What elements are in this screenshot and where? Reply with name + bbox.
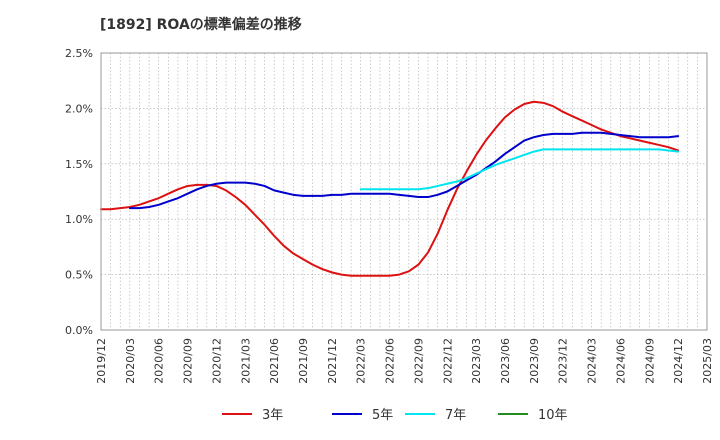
x-tick-label: 2025/03: [701, 338, 714, 384]
chart-title: [1892] ROAの標準偏差の推移: [100, 17, 302, 33]
x-tick-label: 2022/12: [441, 338, 454, 384]
x-tick-label: 2024/12: [672, 338, 685, 384]
x-tick-label: 2020/06: [153, 338, 166, 384]
x-tick-label: 2020/03: [124, 338, 137, 384]
legend-label: 5年: [372, 408, 393, 423]
y-tick-label: 2.5%: [65, 47, 93, 60]
y-tick-label: 2.0%: [65, 102, 93, 115]
y-tick-label: 1.5%: [65, 158, 93, 171]
x-tick-label: 2021/06: [268, 338, 281, 384]
x-tick-label: 2023/06: [499, 338, 512, 384]
x-tick-label: 2022/09: [412, 338, 425, 384]
legend: 3年 5年 7年 10年: [222, 408, 568, 423]
x-tick-label: 2023/09: [528, 338, 541, 384]
x-tick-label: 2021/12: [326, 338, 339, 384]
x-tick-label: 2019/12: [95, 338, 108, 384]
y-tick-label: 0.5%: [65, 269, 93, 282]
legend-label: 3年: [262, 408, 283, 423]
series-line-1: [128, 131, 680, 210]
series-layer: [100, 100, 680, 277]
y-tick-label: 1.0%: [65, 213, 93, 226]
legend-label: 10年: [538, 408, 568, 423]
legend-label: 7年: [445, 408, 466, 423]
y-axis-ticks: 0.0% 0.5% 1.0% 1.5% 2.0% 2.5%: [65, 47, 93, 337]
x-tick-label: 2022/03: [355, 338, 368, 384]
x-axis-ticks: 2019/12 2020/03 2020/06 2020/09 2020/12 2021/…: [95, 338, 714, 384]
x-tick-label: 2023/12: [557, 338, 570, 384]
x-tick-label: 2024/06: [614, 338, 627, 384]
x-tick-label: 2021/03: [239, 338, 252, 384]
series-line-0: [100, 100, 680, 277]
x-tick-label: 2021/09: [297, 338, 310, 384]
series-line-2: [359, 148, 680, 191]
y-tick-label: 0.0%: [65, 324, 93, 337]
x-tick-label: 2023/03: [470, 338, 483, 384]
x-tick-label: 2020/12: [210, 338, 223, 384]
plot-border: [100, 52, 708, 331]
x-tick-label: 2024/03: [586, 338, 599, 384]
x-tick-label: 2020/09: [182, 338, 195, 384]
x-tick-label: 2022/06: [384, 338, 397, 384]
x-tick-label: 2024/09: [643, 338, 656, 384]
